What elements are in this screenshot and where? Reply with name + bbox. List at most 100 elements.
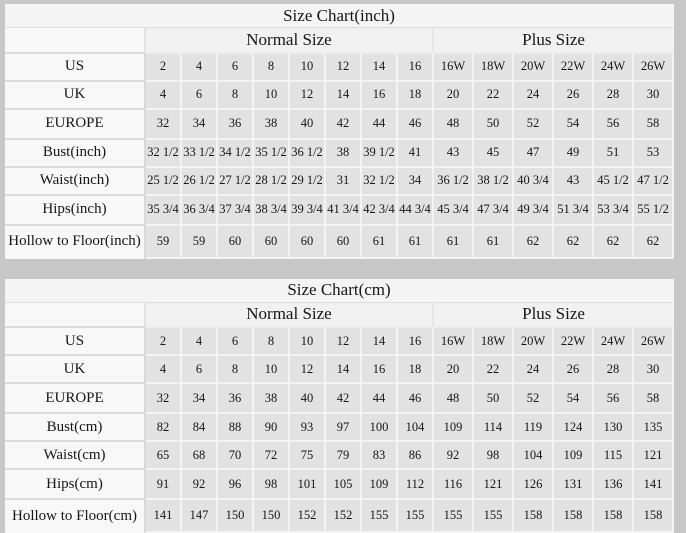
size-value-cell: 60	[253, 225, 289, 258]
size-value-cell: 42	[325, 109, 361, 139]
size-value-cell: 47 3/4	[473, 195, 513, 225]
size-value-cell: 26W	[633, 327, 673, 355]
size-value-cell: 68	[181, 441, 217, 469]
size-value-cell: 44	[361, 109, 397, 139]
size-value-cell: 88	[217, 413, 253, 441]
size-value-cell: 104	[397, 413, 433, 441]
size-value-cell: 119	[513, 413, 553, 441]
size-value-cell: 84	[181, 413, 217, 441]
size-value-cell: 50	[473, 383, 513, 413]
size-value-cell: 18	[397, 355, 433, 383]
size-value-cell: 48	[433, 383, 473, 413]
size-value-cell: 26	[553, 355, 593, 383]
size-value-cell: 8	[253, 327, 289, 355]
table-title: Size Chart(cm)	[5, 279, 673, 303]
size-value-cell: 10	[289, 327, 325, 355]
size-value-cell: 6	[217, 53, 253, 81]
size-value-cell: 4	[181, 327, 217, 355]
size-value-cell: 16	[361, 355, 397, 383]
size-value-cell: 51	[593, 139, 633, 167]
size-value-cell: 38 1/2	[473, 167, 513, 195]
size-value-cell: 104	[513, 441, 553, 469]
size-value-cell: 39 1/2	[361, 139, 397, 167]
normal-size-header: Normal Size	[145, 28, 433, 53]
row-label: Hollow to Floor(inch)	[5, 225, 145, 258]
size-value-cell: 43	[553, 167, 593, 195]
size-value-cell: 62	[553, 225, 593, 258]
size-value-cell: 47 1/2	[633, 167, 673, 195]
size-value-cell: 121	[473, 469, 513, 499]
size-value-cell: 22W	[553, 53, 593, 81]
size-value-cell: 18	[397, 81, 433, 109]
size-value-cell: 86	[397, 441, 433, 469]
size-value-cell: 47	[513, 139, 553, 167]
table-title-row: Size Chart(cm)	[5, 279, 673, 303]
size-value-cell: 28	[593, 81, 633, 109]
size-value-cell: 36 1/2	[433, 167, 473, 195]
size-value-cell: 20W	[513, 327, 553, 355]
size-value-cell: 43	[433, 139, 473, 167]
size-value-cell: 34	[181, 109, 217, 139]
size-value-cell: 2	[145, 53, 181, 81]
size-value-cell: 91	[145, 469, 181, 499]
size-value-cell: 35 3/4	[145, 195, 181, 225]
size-value-cell: 41 3/4	[325, 195, 361, 225]
size-value-cell: 28 1/2	[253, 167, 289, 195]
size-value-cell: 52	[513, 109, 553, 139]
size-value-cell: 45 3/4	[433, 195, 473, 225]
size-value-cell: 155	[361, 499, 397, 532]
size-value-cell: 32 1/2	[145, 139, 181, 167]
size-value-cell: 36	[217, 109, 253, 139]
size-value-cell: 4	[181, 53, 217, 81]
size-value-cell: 16	[361, 81, 397, 109]
size-value-cell: 72	[253, 441, 289, 469]
size-value-cell: 4	[145, 355, 181, 383]
size-value-cell: 152	[289, 499, 325, 532]
size-value-cell: 65	[145, 441, 181, 469]
size-value-cell: 32 1/2	[361, 167, 397, 195]
row-label: US	[5, 53, 145, 81]
size-value-cell: 46	[397, 109, 433, 139]
size-value-cell: 29 1/2	[289, 167, 325, 195]
size-value-cell: 53	[633, 139, 673, 167]
size-value-cell: 82	[145, 413, 181, 441]
size-value-cell: 31	[325, 167, 361, 195]
size-value-cell: 37 3/4	[217, 195, 253, 225]
size-value-cell: 53 3/4	[593, 195, 633, 225]
size-value-cell: 83	[361, 441, 397, 469]
size-value-cell: 61	[397, 225, 433, 258]
size-value-cell: 92	[433, 441, 473, 469]
size-value-cell: 44	[361, 383, 397, 413]
size-value-cell: 16	[397, 327, 433, 355]
size-value-cell: 155	[433, 499, 473, 532]
size-value-cell: 112	[397, 469, 433, 499]
size-value-cell: 58	[633, 109, 673, 139]
size-value-cell: 20W	[513, 53, 553, 81]
row-label: UK	[5, 81, 145, 109]
size-value-cell: 12	[289, 355, 325, 383]
row-label: Bust(inch)	[5, 139, 145, 167]
size-value-cell: 46	[397, 383, 433, 413]
size-value-cell: 150	[253, 499, 289, 532]
size-value-cell: 34	[181, 383, 217, 413]
size-value-cell: 28	[593, 355, 633, 383]
size-value-cell: 45 1/2	[593, 167, 633, 195]
size-value-cell: 38	[253, 383, 289, 413]
size-value-cell: 98	[473, 441, 513, 469]
size-value-cell: 158	[513, 499, 553, 532]
size-value-cell: 58	[633, 383, 673, 413]
size-value-cell: 18W	[473, 53, 513, 81]
size-value-cell: 6	[181, 81, 217, 109]
size-value-cell: 109	[433, 413, 473, 441]
size-value-cell: 109	[361, 469, 397, 499]
size-value-cell: 135	[633, 413, 673, 441]
size-value-cell: 126	[513, 469, 553, 499]
size-value-cell: 79	[325, 441, 361, 469]
size-value-cell: 24	[513, 355, 553, 383]
